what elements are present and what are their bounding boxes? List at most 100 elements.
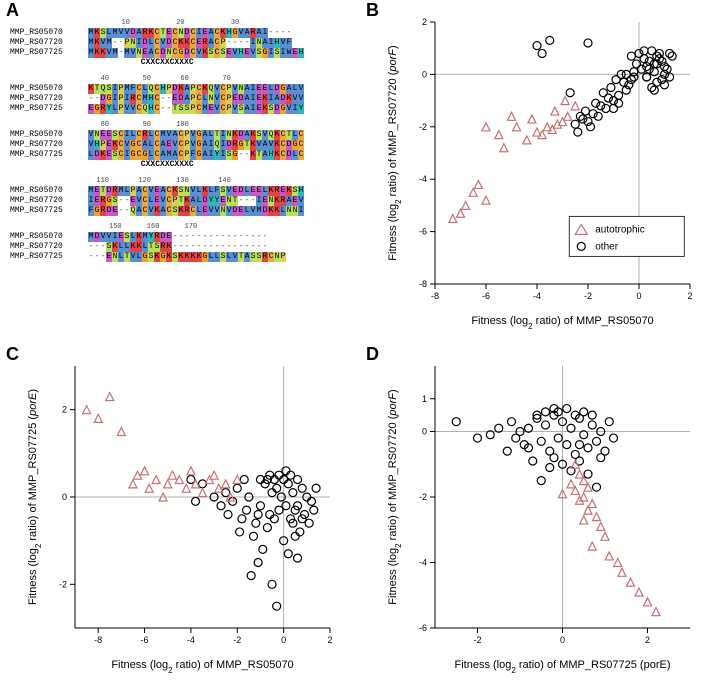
y-tick-label: -4: [419, 558, 427, 568]
sequence-name: MMP_RS07720: [10, 196, 88, 206]
plot-c: -8-6-4-202-202Fitness (log2 ratio) of MM…: [20, 356, 340, 676]
figure-container: A B C D 10 20 30MMP_RS05070MKSLMVVDARKCT…: [0, 0, 708, 685]
sequence-name: MMP_RS05070: [10, 186, 88, 196]
point-other: [284, 550, 292, 558]
y-tick-label: 0: [422, 69, 427, 79]
point-other: [580, 408, 588, 416]
point-other: [563, 441, 571, 449]
point-autotrophic: [523, 136, 531, 144]
alignment-row: MMP_RS05070KTQSIPMFCLQCHPDKAPCKQVCPVNAIE…: [10, 84, 360, 94]
point-other: [250, 532, 258, 540]
point-other: [224, 510, 232, 518]
plot-b: -8-6-4-202-8-6-4-202Fitness (log2 ratio)…: [380, 12, 700, 332]
alignment-ruler: 40 50 60 70: [88, 74, 360, 84]
residue: I: [298, 206, 304, 216]
x-axis-label: Fitness (log2 ratio) of MMP_RS05070: [111, 659, 293, 675]
point-other: [597, 454, 605, 462]
point-other: [474, 434, 482, 442]
point-autotrophic: [588, 542, 596, 550]
motif-label: CXXCXXCXXXC: [88, 58, 360, 68]
sequence-name: MMP_RS05070: [10, 28, 88, 38]
point-other: [508, 418, 516, 426]
x-tick-label: -6: [482, 291, 490, 301]
point-other: [627, 52, 635, 60]
x-axis-label: Fitness (log2 ratio) of MMP_RS07725 (por…: [455, 659, 671, 675]
point-autotrophic: [141, 467, 149, 475]
motif-label: CXXCXXCXXXC: [88, 160, 360, 170]
sequence-name: MMP_RS05070: [10, 84, 88, 94]
alignment-row: MMP_RS07720MKVM--PNIDLCVDCKKCERACP----IN…: [10, 38, 360, 48]
point-autotrophic: [482, 196, 490, 204]
point-autotrophic: [652, 608, 660, 616]
point-other: [284, 480, 292, 488]
point-autotrophic: [449, 215, 457, 223]
panel-label-c: C: [6, 344, 19, 365]
alignment-row: MMP_RS07725---ENLTVLGSKGKSKKKKGLLSLVTASS…: [10, 252, 360, 262]
point-autotrophic: [500, 144, 508, 152]
residue: C: [298, 140, 304, 150]
point-autotrophic: [469, 188, 477, 196]
residue: -: [262, 242, 268, 252]
point-autotrophic: [564, 112, 572, 120]
point-autotrophic: [508, 112, 516, 120]
point-autotrophic: [495, 131, 503, 139]
sequence-name: MMP_RS07720: [10, 242, 88, 252]
point-autotrophic: [222, 480, 230, 488]
y-tick-label: -2: [419, 492, 427, 502]
alignment-row: MMP_RS07725LDKESCIGCGLCAMACPFGAIYISG--KT…: [10, 150, 360, 160]
alignment-row: MMP_RS07720VHPEKCVGCALCAEVCPVGAIQIDRGTKV…: [10, 140, 360, 150]
x-tick-label: 2: [687, 291, 692, 301]
residue: V: [298, 84, 304, 94]
point-other: [238, 515, 246, 523]
sequence-name: MMP_RS07725: [10, 48, 88, 58]
point-other: [275, 506, 283, 514]
sequence-name: MMP_RS07720: [10, 38, 88, 48]
sequence-name: MMP_RS07725: [10, 104, 88, 114]
point-autotrophic: [199, 489, 207, 497]
point-other: [615, 91, 623, 99]
alignment-row: MMP_RS07720--DGIPIRCMHC--EDAPCLNVCPEDAIE…: [10, 94, 360, 104]
point-autotrophic: [601, 532, 609, 540]
sequence-name: MMP_RS05070: [10, 232, 88, 242]
point-autotrophic: [567, 480, 575, 488]
point-other: [233, 484, 241, 492]
y-tick-label: 1: [422, 394, 427, 404]
point-other: [243, 506, 251, 514]
y-tick-label: 2: [422, 17, 427, 27]
point-other: [610, 104, 618, 112]
residue: V: [298, 196, 304, 206]
point-other: [268, 489, 276, 497]
x-axis-label: Fitness (log2 ratio) of MMP_RS05070: [471, 315, 653, 331]
sequence-name: MMP_RS07725: [10, 150, 88, 160]
panel-label-d: D: [366, 344, 379, 365]
point-other: [263, 524, 271, 532]
residue: P: [280, 252, 286, 262]
alignment-row: MMP_RS07720IERGS--EVCLEVCPTKALDYYENT---I…: [10, 196, 360, 206]
point-other: [312, 484, 320, 492]
x-tick-label: 2: [327, 635, 332, 645]
point-other: [217, 502, 225, 510]
point-autotrophic: [145, 484, 153, 492]
point-autotrophic: [182, 484, 190, 492]
point-autotrophic: [513, 123, 521, 131]
point-autotrophic: [457, 209, 465, 217]
x-tick-label: -6: [141, 635, 149, 645]
point-other: [294, 554, 302, 562]
point-other: [273, 602, 281, 610]
point-autotrophic: [210, 471, 218, 479]
point-autotrophic: [106, 393, 114, 401]
y-axis-label: Fitness (log2 ratio) of MMP_RS07725 (por…: [27, 389, 43, 605]
panel-label-b: B: [366, 0, 379, 21]
point-autotrophic: [580, 516, 588, 524]
point-other: [566, 89, 574, 97]
y-tick-label: -6: [419, 227, 427, 237]
point-other: [533, 42, 541, 50]
y-tick-label: 0: [422, 427, 427, 437]
alignment-row: MMP_RS07725FGRDE--QACVKACSKRCLEVVNVDELVM…: [10, 206, 360, 216]
point-autotrophic: [117, 428, 125, 436]
point-other: [310, 506, 318, 514]
residue: -: [262, 232, 268, 242]
point-other: [576, 441, 584, 449]
residue: H: [298, 48, 304, 58]
point-other: [588, 421, 596, 429]
